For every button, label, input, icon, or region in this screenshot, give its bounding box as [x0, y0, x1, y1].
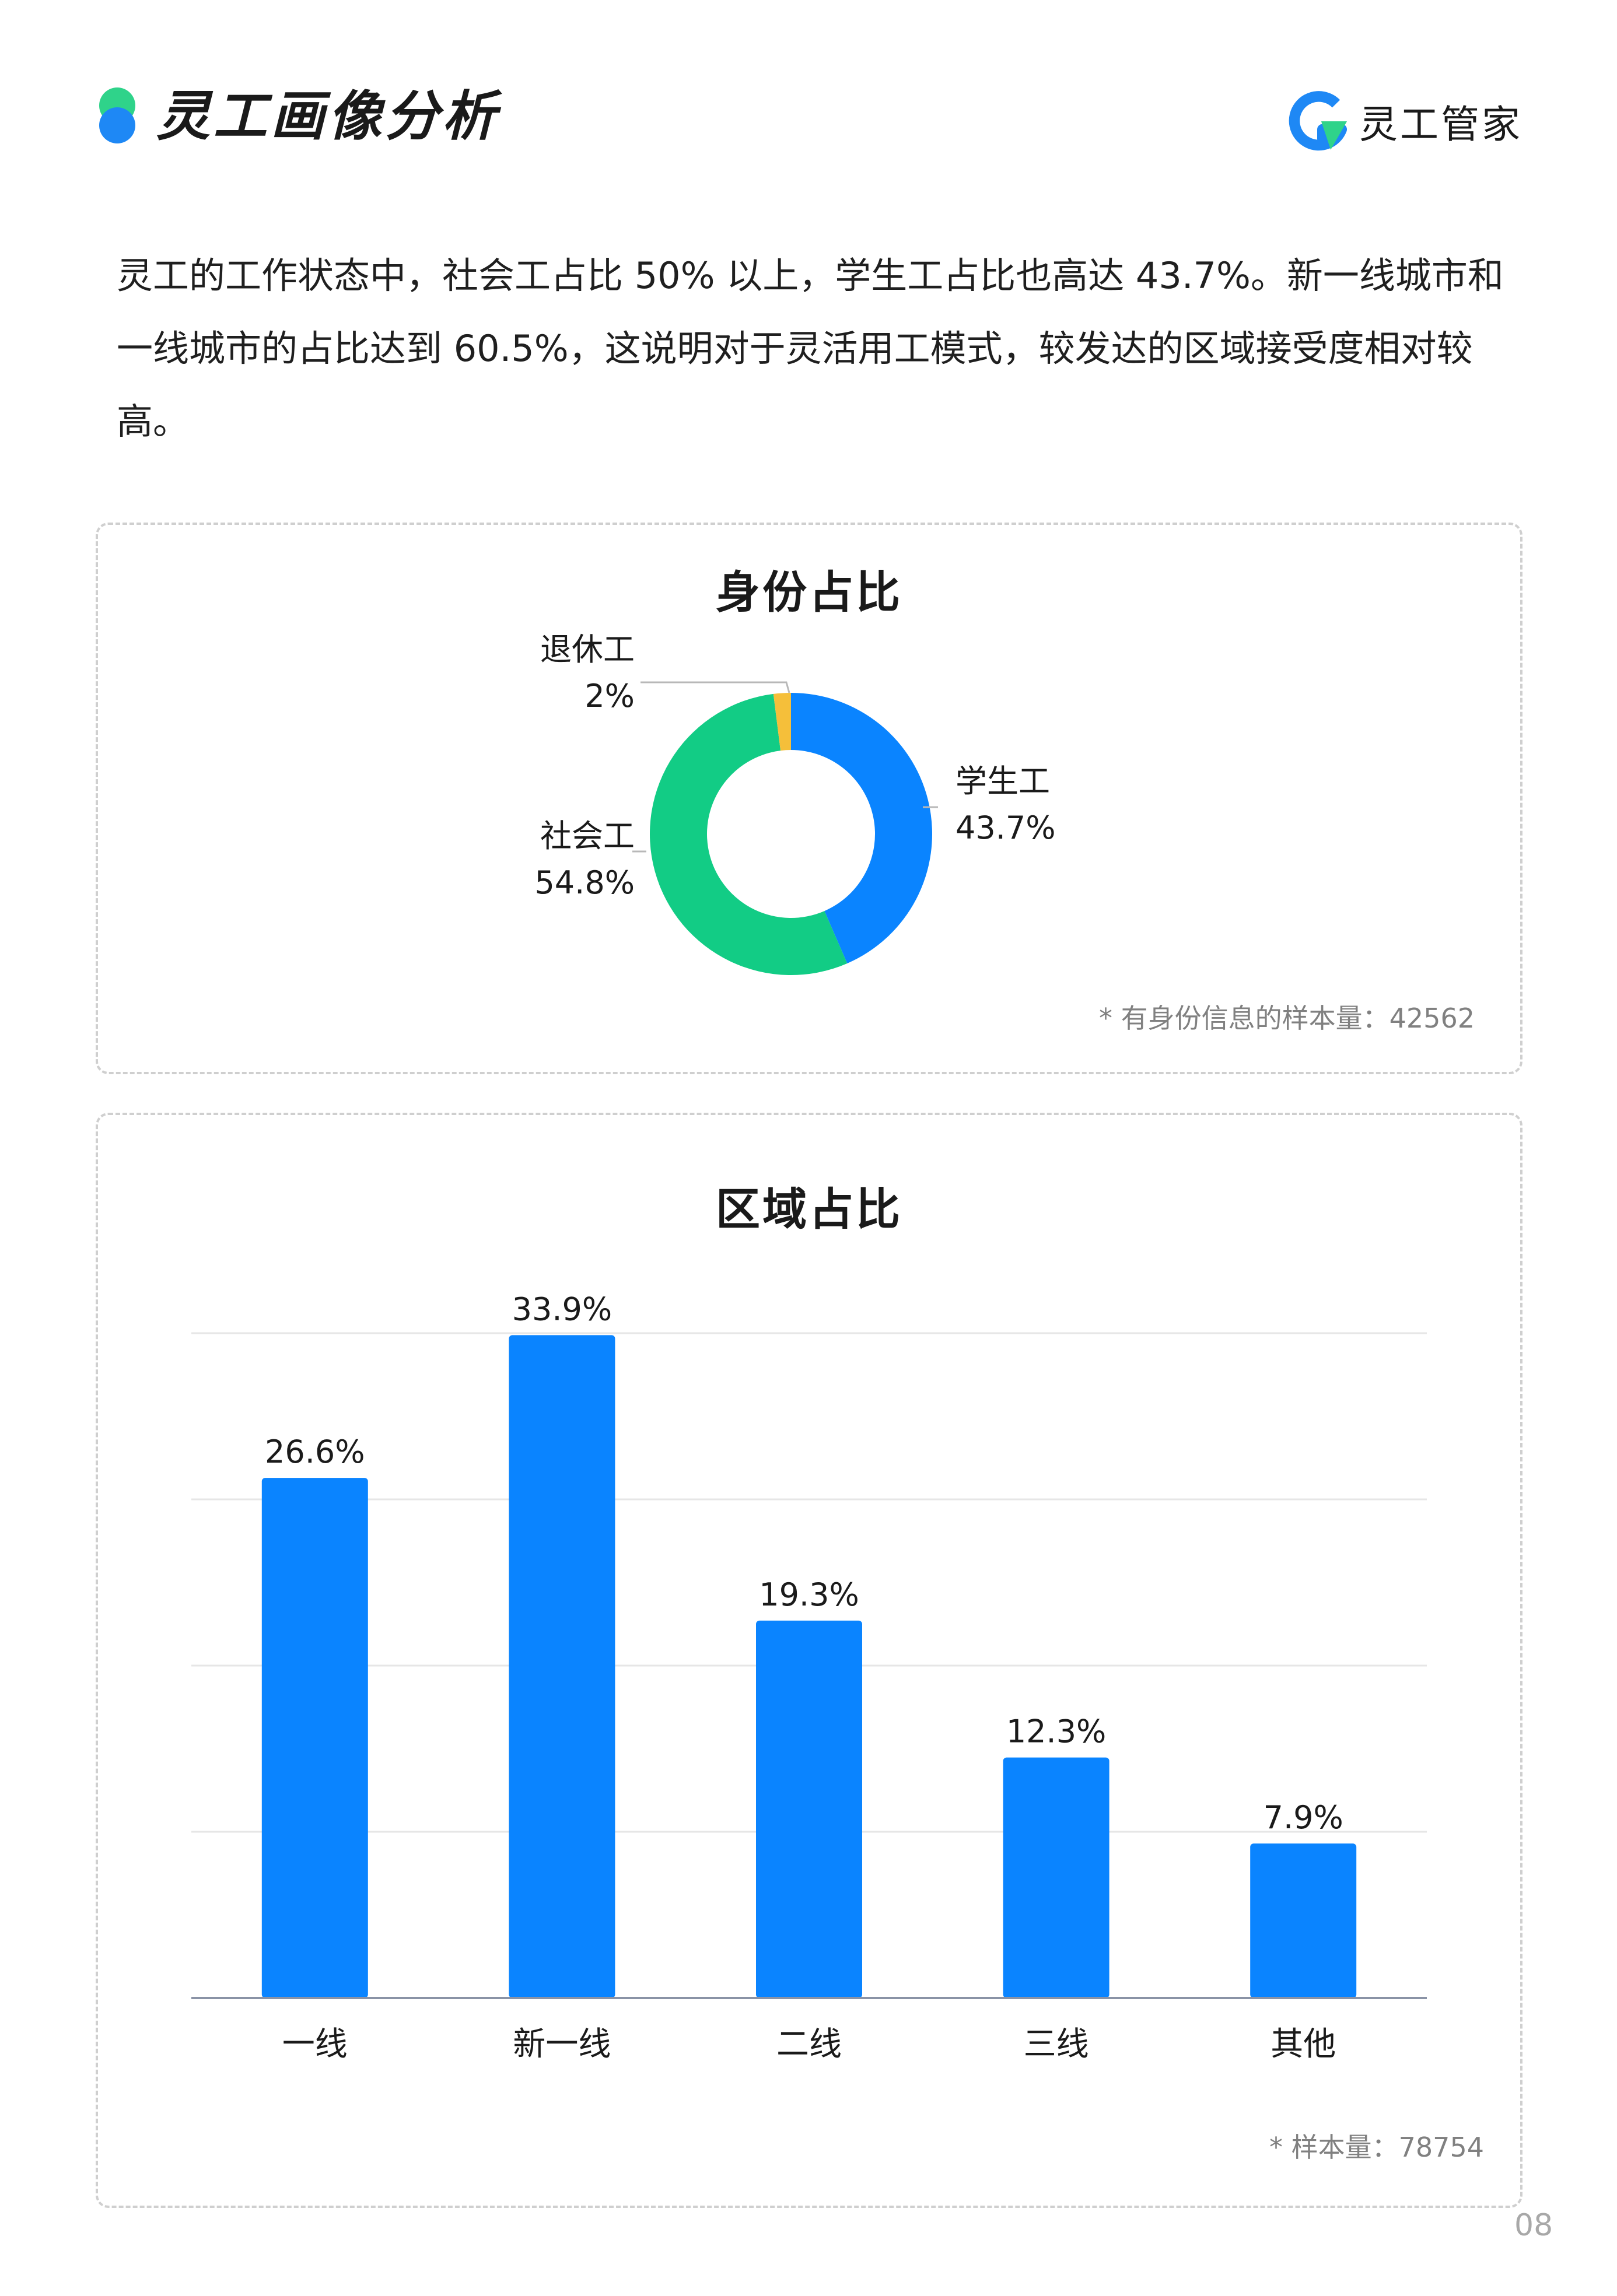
- bar-value-label: 12.3%: [1006, 1713, 1107, 1750]
- bar-value-label: 26.6%: [265, 1433, 365, 1470]
- region-chart-title: 区域占比: [716, 1183, 902, 1235]
- bar-value-label: 7.9%: [1264, 1799, 1343, 1836]
- bar-3: [1003, 1757, 1110, 1998]
- donut-value-2: 2%: [584, 678, 635, 714]
- page-number: 08: [1514, 2208, 1553, 2243]
- donut-slice-2: [773, 693, 791, 751]
- identity-chart-title: 身份占比: [716, 566, 902, 618]
- donut-label-0: 学生工: [956, 763, 1050, 800]
- bar-4: [1250, 1843, 1357, 1998]
- identity-sample-footnote: * 有身份信息的样本量：42562: [1099, 1002, 1475, 1034]
- region-chart-card: 区域占比 26.6% 一线 33.9% 新一线 19.3% 二线 12.3% 三线 7.9% 其他…: [96, 1113, 1522, 2208]
- bar-1: [509, 1335, 615, 1998]
- bar-category-label: 二线: [776, 2025, 842, 2063]
- region-bar-chart: 26.6% 一线 33.9% 新一线 19.3% 二线 12.3% 三线 7.9% 其他: [191, 1291, 1427, 2063]
- bar-2: [756, 1620, 862, 1998]
- brand-name: 灵工管家: [1359, 102, 1522, 147]
- title-bullet-icon: [97, 87, 138, 146]
- bar-category-label: 其他: [1270, 2025, 1336, 2063]
- bar-value-label: 19.3%: [759, 1576, 859, 1613]
- donut-value-1: 54.8%: [534, 864, 635, 901]
- section-title: 灵工画像分析: [156, 85, 500, 148]
- brand-g-icon: [1289, 91, 1348, 151]
- donut-slice-0: [791, 693, 932, 963]
- donut-label-1: 社会工: [540, 818, 635, 854]
- bar-category-label: 新一线: [513, 2025, 611, 2063]
- donut-label-2: 退休工: [540, 631, 635, 668]
- identity-chart-card: 身份占比 学生工 43.7% 社会工 54.8% 退休工 2% * 有身份信息的样本量：4…: [96, 523, 1522, 1074]
- bar-0: [261, 1478, 368, 1998]
- donut-value-0: 43.7%: [956, 809, 1056, 846]
- identity-donut-chart: 学生工 43.7% 社会工 54.8% 退休工 2%: [534, 631, 1056, 975]
- bar-category-label: 一线: [282, 2025, 348, 2063]
- bar-value-label: 33.9%: [512, 1291, 612, 1327]
- brand-logo: 灵工管家: [1283, 86, 1522, 156]
- bar-category-label: 三线: [1024, 2025, 1089, 2063]
- intro-paragraph: 灵工的工作状态中，社会工占比 50% 以上，学生工占比也高达 43.7%。新一线…: [117, 254, 1504, 443]
- donut-slice-1: [650, 693, 848, 975]
- region-sample-footnote: * 样本量：78754: [1269, 2132, 1484, 2163]
- donut-leader-line-2: [640, 681, 790, 693]
